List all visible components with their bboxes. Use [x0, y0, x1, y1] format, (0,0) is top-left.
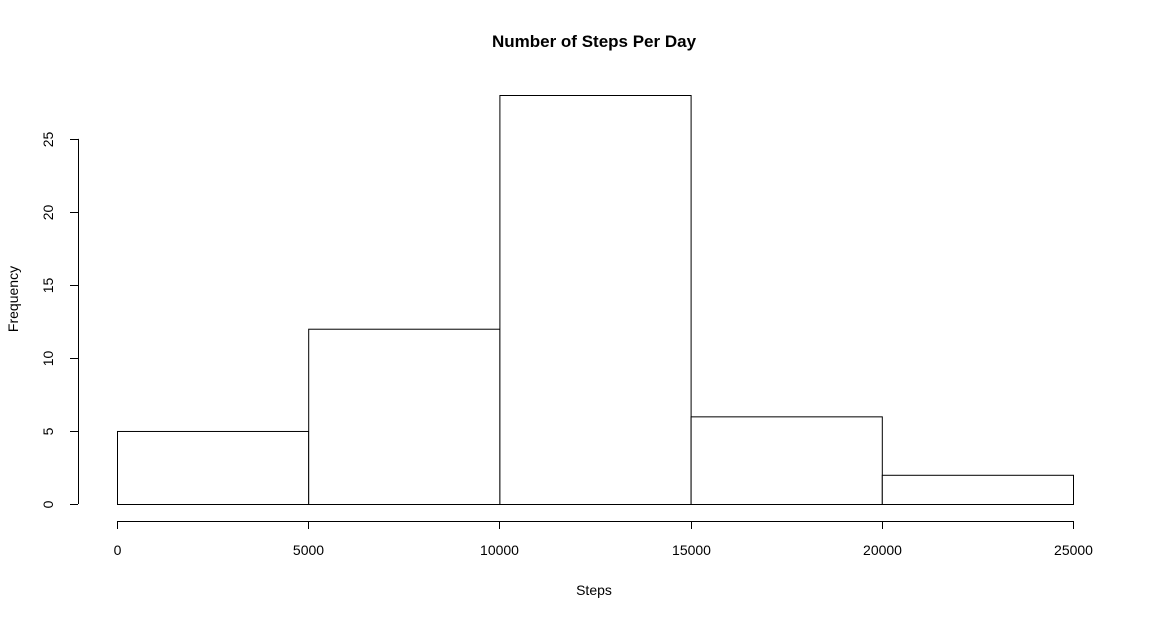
x-tick-label-4: 20000 — [863, 542, 902, 558]
y-axis: 0 5 10 15 20 25 — [40, 132, 79, 508]
x-tick-label-5: 25000 — [1054, 542, 1093, 558]
x-tick-label-0: 0 — [114, 542, 122, 558]
x-tick-label-3: 15000 — [672, 542, 711, 558]
y-tick-label-4: 20 — [40, 205, 56, 221]
histogram-bar-2 — [499, 95, 692, 505]
y-tick-label-3: 15 — [40, 278, 56, 294]
y-tick-label-1: 5 — [40, 427, 56, 435]
y-tick-label-0: 0 — [40, 500, 56, 508]
y-tick-label-2: 10 — [40, 351, 56, 367]
histogram-bar-0 — [117, 430, 310, 506]
histogram-bar-1 — [308, 328, 501, 506]
x-tick-label-1: 5000 — [293, 542, 324, 558]
y-tick-label-5: 25 — [40, 132, 56, 148]
chart-title: Number of Steps Per Day — [492, 32, 697, 51]
histogram-bar-4 — [881, 474, 1074, 505]
y-axis-label: Frequency — [5, 266, 21, 332]
bars-layer — [117, 95, 1074, 506]
x-axis: 0 5000 10000 15000 20000 25000 — [114, 521, 1093, 558]
x-axis-label: Steps — [576, 582, 612, 598]
x-tick-label-2: 10000 — [480, 542, 519, 558]
histogram-bar-3 — [690, 416, 883, 506]
